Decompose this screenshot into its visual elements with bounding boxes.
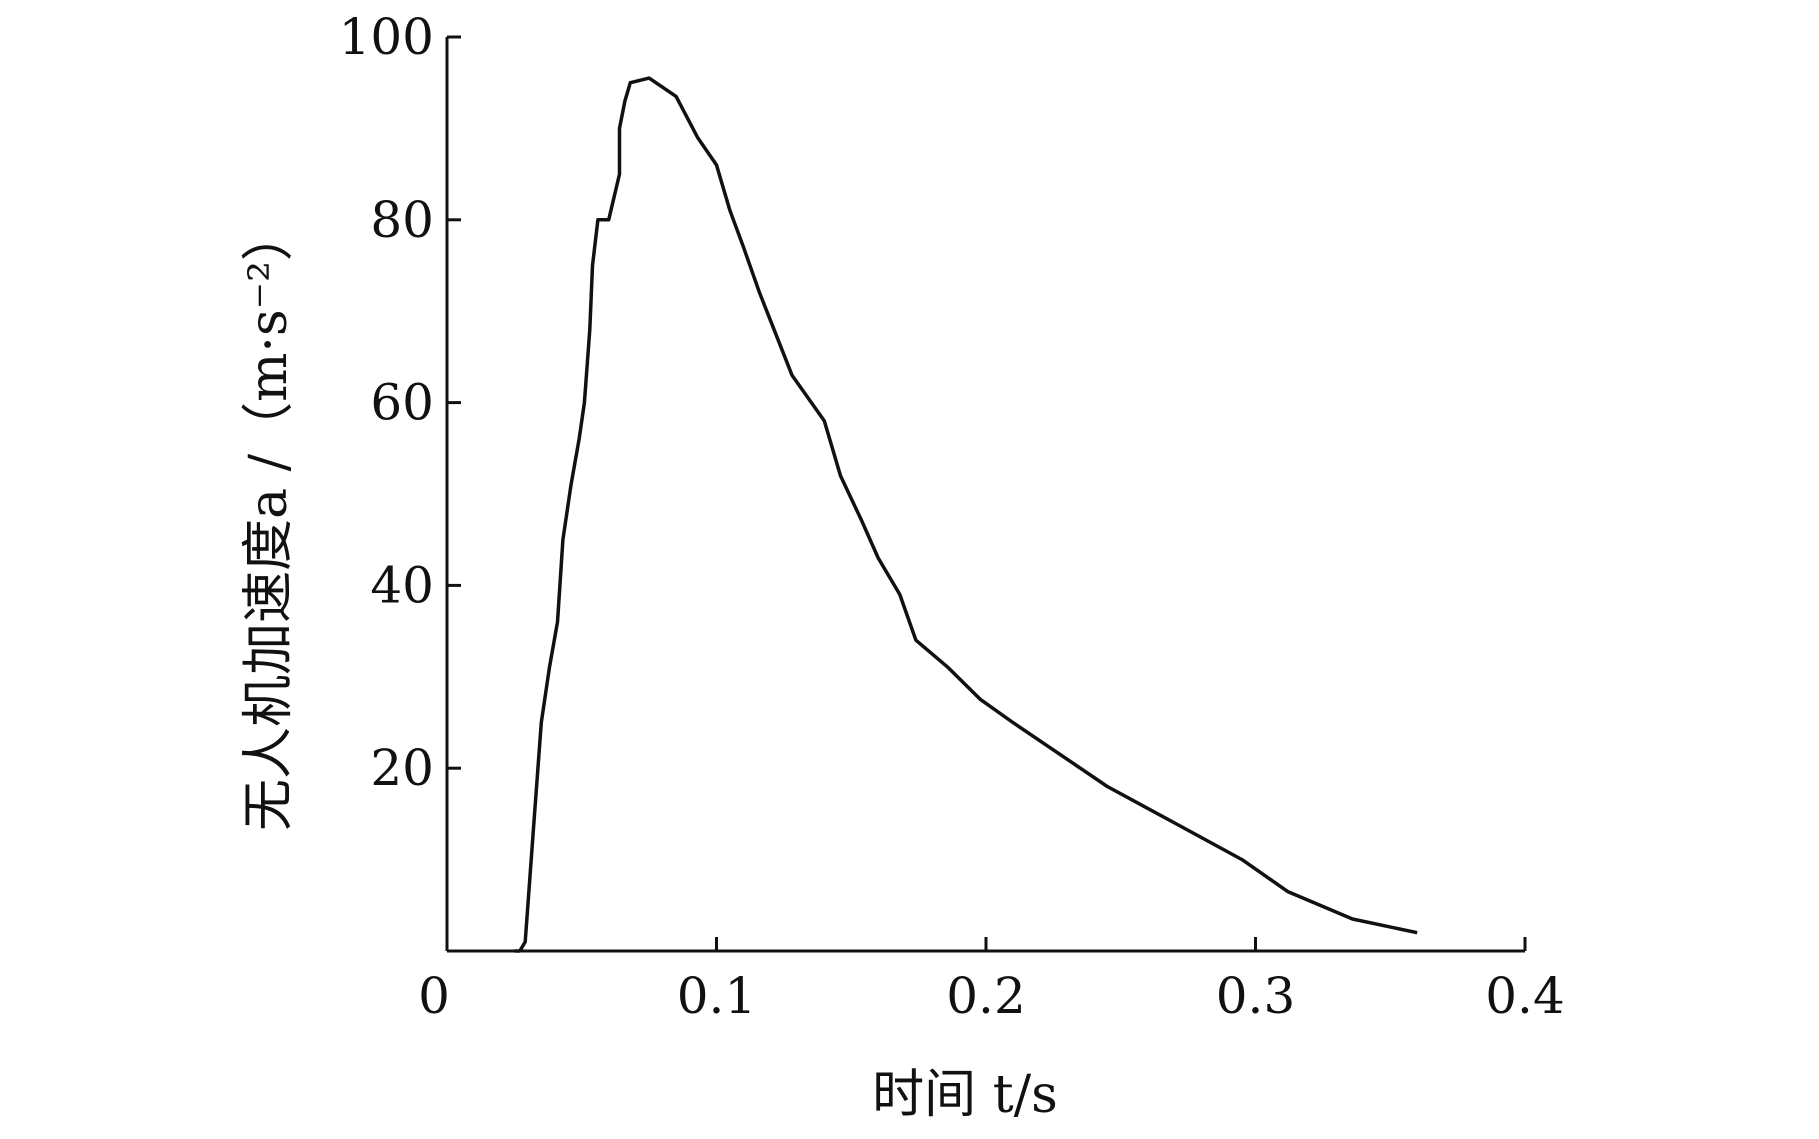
x-tick-label: 0.4: [1485, 967, 1565, 1025]
y-tick-label: 60: [370, 374, 434, 432]
x-tick-label: 0.2: [946, 967, 1026, 1025]
y-tick-label: 100: [339, 8, 434, 66]
acceleration-series-line: [514, 76, 1418, 953]
x-ticks: 0 0.1 0.2 0.3 0.4: [418, 937, 1565, 1025]
x-axis-title: 时间 t/s: [872, 1065, 1058, 1125]
y-tick-label: 40: [370, 556, 434, 614]
x-tick-label: 0.3: [1216, 967, 1296, 1025]
x-tick-label: 0: [418, 967, 450, 1025]
y-axis-title: 无人机加速度a /（m·s⁻²）: [239, 209, 299, 831]
y-tick-label: 20: [370, 739, 434, 797]
y-tick-label: 80: [370, 191, 434, 249]
y-ticks: 20 40 60 80 100: [339, 8, 461, 797]
series-layer: [514, 76, 1418, 953]
x-tick-label: 0.1: [677, 967, 757, 1025]
axes: [445, 37, 1525, 953]
